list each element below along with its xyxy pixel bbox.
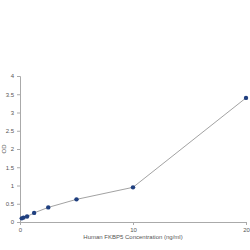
marks — [20, 96, 249, 221]
tick: 4 — [11, 73, 20, 79]
y-axis: 0 0.5 1 1.5 2 2.5 3 3.5 4 — [6, 73, 21, 225]
tick-label: 0 — [11, 219, 15, 225]
tick-mark — [17, 113, 20, 114]
curve-line — [22, 98, 246, 218]
tick-mark — [17, 167, 20, 168]
tick: 0 — [11, 219, 20, 225]
data-point — [131, 185, 135, 189]
data-point — [46, 205, 50, 209]
tick-label: 0.5 — [6, 201, 15, 207]
tick: 0.5 — [6, 201, 20, 207]
tick-label: 4 — [11, 73, 15, 79]
y-axis-title: OD — [1, 144, 7, 154]
chart-svg: 0 10 20 0 0.5 1 1.5 2 2.5 3 3.5 4 Human FKBP5 Concen… — [0, 0, 250, 250]
tick-label: 10 — [130, 227, 137, 233]
tick: 1 — [11, 183, 20, 189]
tick-mark — [17, 131, 20, 132]
data-point — [74, 197, 78, 201]
tick: 2 — [11, 146, 20, 152]
tick-mark — [246, 222, 247, 225]
tick: 10 — [130, 222, 137, 233]
axis-line — [17, 77, 21, 223]
x-axis: 0 10 20 — [19, 222, 250, 233]
tick-label: 1.5 — [6, 165, 15, 171]
chart-container: 0 10 20 0 0.5 1 1.5 2 2.5 3 3.5 4 Human FKBP5 Concen… — [0, 0, 250, 250]
plot: 0 10 20 0 0.5 1 1.5 2 2.5 3 3.5 4 — [6, 73, 250, 233]
tick-mark — [17, 204, 20, 205]
tick-mark — [17, 186, 20, 187]
axis-line — [21, 223, 247, 226]
data-point — [244, 96, 248, 100]
tick: 3.5 — [6, 92, 20, 98]
tick: 1.5 — [6, 165, 20, 171]
tick: 3 — [11, 110, 20, 116]
tick-label: 20 — [243, 227, 250, 233]
tick-label: 2 — [11, 146, 15, 152]
data-point — [32, 211, 36, 215]
data-point — [25, 214, 29, 218]
tick-mark — [17, 94, 20, 95]
x-axis-title: Human FKBP5 Concentration (ng/ml) — [83, 234, 182, 240]
tick-label: 3 — [11, 110, 15, 116]
tick-label: 3.5 — [6, 92, 15, 98]
tick-mark — [17, 149, 20, 150]
tick-label: 1 — [11, 183, 15, 189]
tick: 20 — [243, 222, 250, 233]
tick-mark — [133, 222, 134, 225]
tick: 0 — [19, 222, 23, 233]
tick-label: 0 — [19, 227, 23, 233]
tick-label: 2.5 — [6, 128, 15, 134]
tick-mark — [17, 222, 20, 223]
tick-mark — [17, 76, 20, 77]
tick: 2.5 — [6, 128, 20, 134]
